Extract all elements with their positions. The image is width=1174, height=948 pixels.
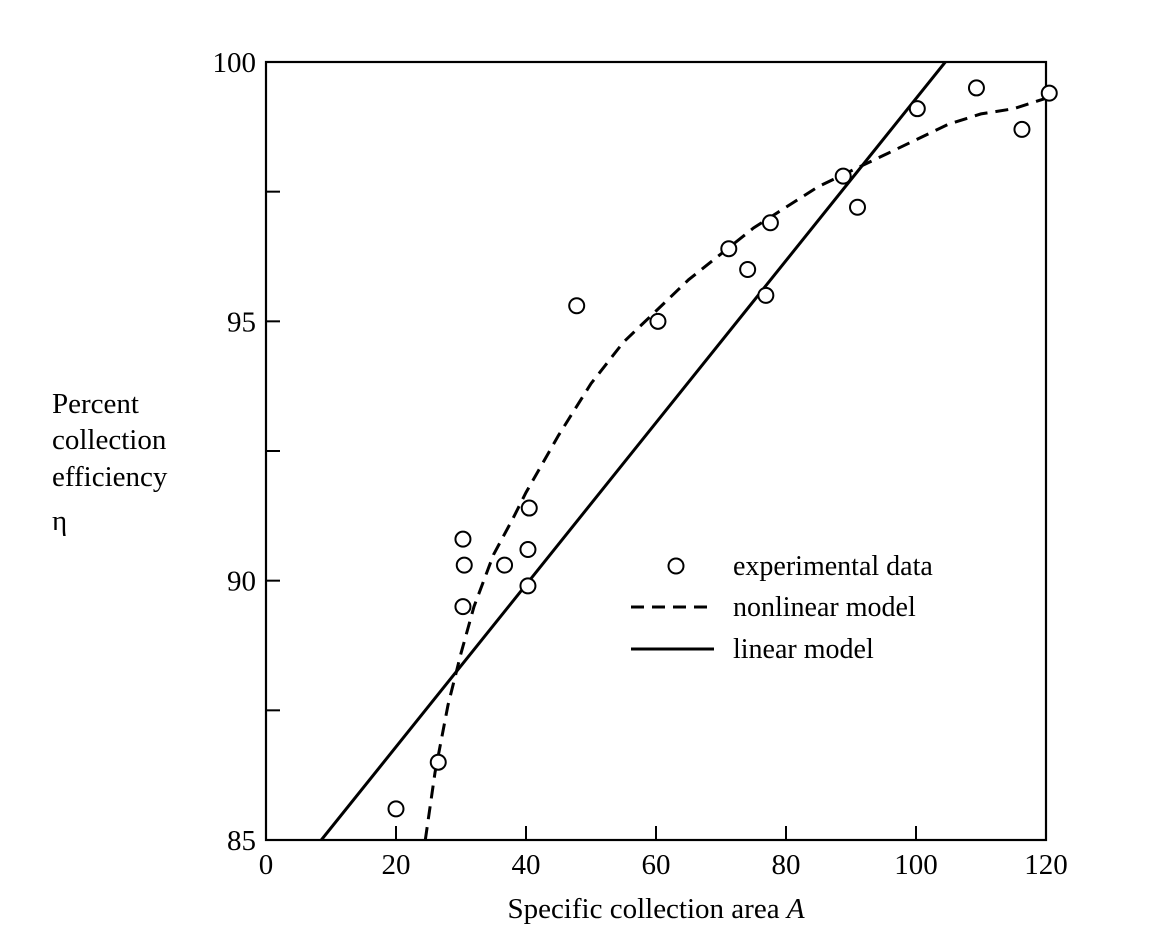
x-tick-label: 0 <box>259 849 274 881</box>
data-point <box>568 297 586 315</box>
x-tick-label: 20 <box>382 849 411 881</box>
data-point <box>757 286 775 304</box>
plot-frame <box>264 60 1048 842</box>
y-tick-label: 95 <box>227 306 256 338</box>
legend-label-experimental: experimental data <box>733 551 933 582</box>
model-lines <box>320 62 1046 840</box>
y-tick-label: 85 <box>227 825 256 857</box>
data-point <box>454 598 472 616</box>
data-point <box>455 556 473 574</box>
x-tick-label: 100 <box>894 849 938 881</box>
y-axis-title-line: collection <box>52 424 167 456</box>
data-point <box>519 541 537 559</box>
x-tick-label: 40 <box>512 849 541 881</box>
data-point <box>720 240 738 258</box>
legend: experimental data nonlinear model linear… <box>631 551 933 665</box>
data-point <box>649 312 667 330</box>
data-point <box>520 499 538 517</box>
y-axis-title-line: efficiency <box>52 461 168 493</box>
data-point <box>1013 120 1031 138</box>
x-tick-label: 120 <box>1024 849 1068 881</box>
x-tick-label: 60 <box>642 849 671 881</box>
data-point <box>761 214 779 232</box>
x-axis-ticks <box>265 826 1047 840</box>
legend-marker-experimental <box>667 557 685 575</box>
y-axis-title: Percent collection efficiency η <box>52 388 168 537</box>
data-point <box>739 260 757 278</box>
data-point <box>387 800 405 818</box>
data-point <box>454 530 472 548</box>
legend-label-nonlinear: nonlinear model <box>733 592 916 623</box>
data-point <box>908 100 926 118</box>
data-point <box>849 198 866 216</box>
y-axis-tick-labels: 85 90 95 100 <box>213 47 257 857</box>
data-point <box>834 167 852 185</box>
y-axis-ticks <box>266 61 280 841</box>
data-point <box>496 556 514 574</box>
data-point <box>519 577 537 595</box>
y-tick-label: 100 <box>213 47 257 79</box>
x-axis-tick-labels: 0 20 40 60 80 100 120 <box>259 849 1068 881</box>
legend-label-linear: linear model <box>733 634 874 665</box>
y-axis-title-line: Percent <box>52 388 139 420</box>
x-tick-label: 80 <box>772 849 801 881</box>
data-point <box>429 753 447 771</box>
y-tick-label: 90 <box>227 566 256 598</box>
data-points <box>387 79 1058 818</box>
nonlinear-model-line <box>423 96 1046 840</box>
linear-model-line <box>320 62 947 840</box>
data-point <box>1040 84 1058 102</box>
x-axis-title: Specific collection area A <box>507 893 804 925</box>
y-axis-title-line: η <box>52 505 67 537</box>
data-point <box>967 79 985 97</box>
